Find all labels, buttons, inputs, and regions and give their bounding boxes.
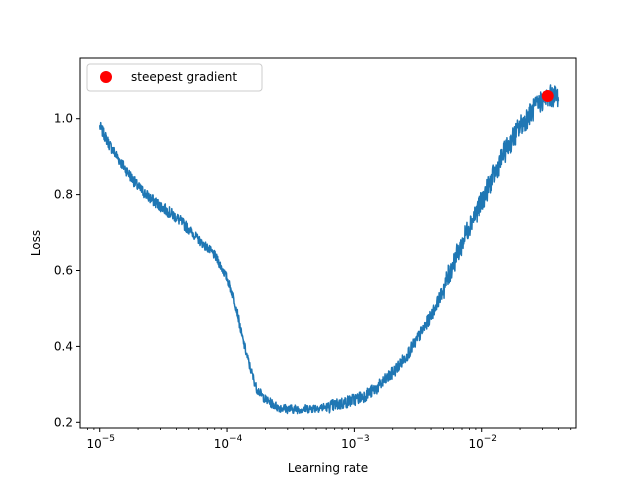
x-axis: 10 −5 10 −4 10 −3 10 −2 [86, 428, 572, 451]
x-tick-label-exponent: −4 [229, 434, 243, 444]
x-tick-label-exponent: −3 [356, 434, 369, 444]
x-tick-label-exponent: −2 [484, 434, 497, 444]
x-tick-label: 10 −5 [86, 434, 115, 451]
legend-label: steepest gradient [131, 70, 237, 84]
x-tick-label-base: 10 [468, 437, 483, 451]
steepest-gradient-point [541, 89, 554, 102]
plot-area [98, 84, 560, 415]
x-tick-label-base: 10 [86, 437, 101, 451]
y-axis-label: Loss [29, 230, 43, 256]
x-tick-label: 10 −3 [341, 434, 370, 451]
marker-layer [541, 89, 554, 102]
y-tick-label: 0.4 [54, 339, 73, 353]
x-axis-label: Learning rate [288, 461, 368, 475]
x-tick-label: 10 −2 [468, 434, 497, 451]
y-tick-label: 1.0 [54, 112, 73, 126]
axes-frame [79, 57, 577, 429]
y-tick-label: 0.8 [54, 188, 73, 202]
legend-box [86, 63, 263, 92]
x-tick-label: 10 −4 [214, 434, 243, 451]
y-tick-label: 0.2 [54, 415, 73, 429]
x-tick-label-base: 10 [214, 437, 229, 451]
loss-curve-layer [98, 84, 560, 415]
x-tick-label-base: 10 [341, 437, 356, 451]
y-axis: 0.2 0.4 0.6 0.8 1.0 [54, 112, 80, 429]
y-tick-label: 0.6 [54, 264, 73, 278]
loss-curve [98, 84, 560, 415]
x-tick-label-exponent: −5 [102, 434, 115, 444]
legend-marker [100, 71, 112, 83]
legend: steepest gradient [86, 63, 263, 92]
